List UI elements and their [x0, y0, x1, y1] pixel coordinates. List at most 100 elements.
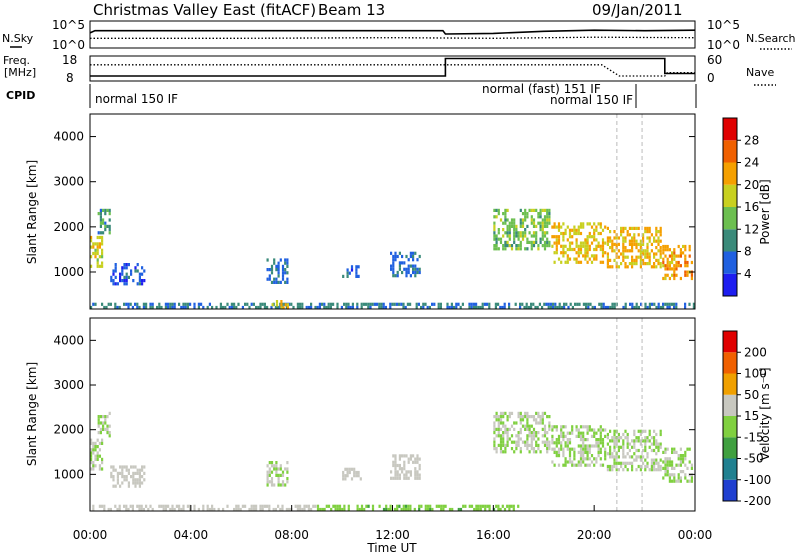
cell-0 — [98, 235, 101, 240]
cell-7 — [597, 222, 600, 226]
cell-6 — [519, 240, 522, 244]
cell-6 — [539, 215, 542, 219]
cell-10 — [624, 302, 627, 306]
cell-10 — [563, 305, 566, 310]
cell-10 — [637, 305, 640, 310]
cell-3 — [266, 277, 269, 281]
cell-6 — [530, 447, 533, 451]
cell-5 — [409, 473, 412, 477]
cell-8 — [631, 461, 634, 465]
cell-7 — [557, 241, 561, 245]
cell-8 — [646, 461, 649, 465]
cell-11 — [435, 504, 438, 508]
cell-10 — [631, 305, 634, 310]
cell-11 — [336, 507, 339, 512]
cell-2 — [114, 266, 117, 270]
cell-3 — [275, 464, 278, 468]
cell-10 — [215, 305, 218, 310]
cell-7 — [599, 434, 602, 438]
cell-6 — [532, 434, 536, 438]
cell-2 — [141, 279, 144, 283]
cell-3 — [270, 470, 274, 474]
cell-3 — [286, 264, 289, 268]
cell-3 — [273, 467, 276, 471]
cell-7 — [588, 444, 591, 448]
cell-3 — [277, 264, 280, 268]
cell-2 — [121, 266, 124, 270]
cell-2 — [123, 279, 126, 283]
cell-2 — [123, 465, 126, 469]
cell-7 — [595, 247, 598, 252]
cell-7 — [582, 450, 585, 454]
cell-10 — [582, 302, 585, 306]
cell-6 — [548, 421, 551, 425]
cell-2 — [114, 484, 117, 488]
cell-5 — [409, 470, 412, 474]
cell-11 — [488, 507, 491, 512]
cell-6 — [513, 440, 516, 444]
cell-0 — [94, 448, 97, 452]
cell-11 — [396, 507, 399, 512]
cell-6 — [543, 234, 547, 238]
cell-8 — [613, 429, 616, 433]
cell-6 — [541, 231, 544, 235]
cell-10 — [360, 302, 363, 306]
cell-8 — [633, 226, 636, 230]
cell-8 — [617, 432, 620, 437]
cell-10 — [545, 302, 548, 306]
cell-7 — [593, 222, 596, 226]
cell-10 — [299, 302, 302, 306]
cell-9 — [664, 264, 667, 268]
cell-2 — [134, 478, 137, 482]
cell-6 — [493, 421, 496, 425]
cell-8 — [639, 249, 642, 253]
cell-5 — [401, 467, 404, 471]
cell-5 — [392, 264, 395, 268]
cell-1 — [102, 221, 105, 225]
cell-10 — [182, 507, 185, 512]
cell-8 — [626, 442, 629, 446]
cell-9 — [690, 476, 693, 480]
cell-10 — [169, 305, 172, 310]
cell-6 — [524, 247, 527, 251]
cell-7 — [601, 241, 605, 245]
cell-8 — [609, 439, 612, 443]
cell-7 — [586, 450, 589, 454]
cell-5 — [403, 467, 406, 471]
cell-6 — [541, 411, 544, 415]
cell-6 — [543, 427, 547, 431]
cell-6 — [502, 421, 505, 425]
cell-7 — [573, 447, 576, 451]
cell-5 — [398, 267, 401, 271]
cell-6 — [521, 224, 525, 228]
cell-10 — [173, 305, 176, 310]
cell-10 — [118, 305, 121, 310]
cell-5 — [394, 274, 397, 278]
cell-5 — [398, 251, 401, 255]
cell-9 — [682, 244, 685, 249]
cell-6 — [495, 411, 498, 415]
cell-8 — [648, 258, 651, 262]
cell-6 — [546, 431, 549, 435]
cell-2 — [127, 481, 130, 485]
cell-1 — [106, 415, 109, 419]
cell-9 — [664, 273, 667, 277]
cell-10 — [116, 305, 119, 310]
cell-7 — [575, 251, 578, 255]
cell-8 — [620, 226, 623, 230]
cell-7 — [586, 251, 589, 255]
cell-6 — [504, 431, 507, 435]
cell-6 — [517, 434, 520, 438]
cell-9 — [662, 257, 665, 261]
cell-6 — [497, 424, 500, 428]
cell-7 — [582, 431, 585, 435]
cell-8 — [631, 262, 634, 266]
cell-7 — [551, 235, 554, 239]
cell-11 — [404, 504, 408, 508]
cell-5 — [403, 454, 406, 458]
cell-9 — [671, 460, 674, 464]
cell-8 — [622, 445, 625, 449]
cell-6 — [524, 218, 527, 222]
cell-5 — [412, 270, 415, 275]
cell-10 — [347, 302, 350, 306]
